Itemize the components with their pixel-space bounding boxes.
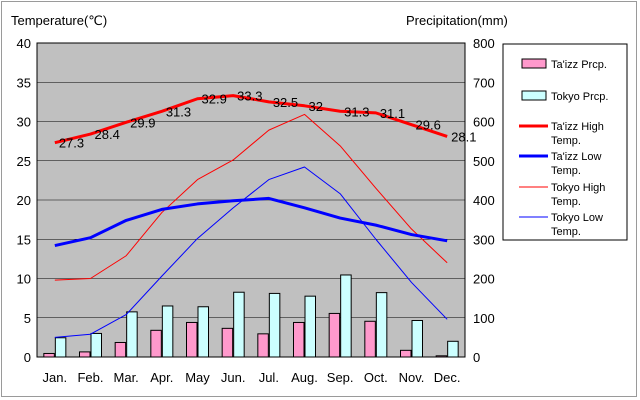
data-label: 31.1 xyxy=(380,106,405,121)
bar-taizz-prcp xyxy=(400,349,412,358)
data-label: 27.3 xyxy=(59,136,84,151)
x-tick-label: Nov. xyxy=(399,370,425,385)
bar-tokyo-prcp xyxy=(197,306,209,358)
bar-taizz-prcp xyxy=(364,320,376,358)
bar-tokyo-prcp xyxy=(233,291,245,358)
bar-tokyo-prcp xyxy=(304,295,316,358)
x-tick-label: Feb. xyxy=(77,370,103,385)
line-tokyo-low-temp xyxy=(54,166,448,338)
y-left-tick-label: 5 xyxy=(24,311,31,326)
x-tick-label: Jul. xyxy=(259,370,279,385)
bar-tokyo-prcp xyxy=(447,340,459,358)
y-axis-right-title: Precipitation(mm) xyxy=(406,13,508,28)
data-labels: 27.3 28.4 29.9 31.3 32.9 33.3 32.5 32 31.3 31.1 29… xyxy=(59,89,477,151)
bar-tokyo-prcp xyxy=(268,292,281,358)
y-left-tick-label: 40 xyxy=(17,36,31,51)
y-right-tick-label: 300 xyxy=(473,232,495,247)
bar-taizz-prcp xyxy=(114,341,127,358)
y-left-tick-label: 25 xyxy=(17,154,31,169)
axes: 0 0 5 100 10 200 15 300 20 400 25 500 30 600 35 700 40 80… xyxy=(17,36,495,385)
bar-taizz-prcp xyxy=(150,329,162,358)
y-right-tick-label: 700 xyxy=(473,75,495,90)
lines xyxy=(54,94,448,338)
x-tick-label: Sep. xyxy=(327,370,354,385)
x-tick-label: Jan. xyxy=(43,370,68,385)
bar-taizz-prcp xyxy=(79,351,91,358)
line-ta-izz-high-temp xyxy=(54,94,448,145)
bar-taizz-prcp xyxy=(293,321,305,358)
legend-label-ta-izz-prcp: Ta'izz Prcp. xyxy=(551,59,607,71)
bar-tokyo-prcp xyxy=(54,337,67,358)
x-tick-label: Oct. xyxy=(364,370,388,385)
bar-taizz-prcp xyxy=(43,352,55,358)
x-tick-label: May xyxy=(185,370,210,385)
y-right-tick-label: 200 xyxy=(473,272,495,287)
x-tick-label: Jun. xyxy=(221,370,246,385)
legend-label-tokyo-high-temp: Tokyo High Temp. xyxy=(551,182,605,208)
bar-tokyo-prcp xyxy=(411,319,423,358)
bar-taizz-prcp xyxy=(328,312,341,358)
y-right-tick-label: 500 xyxy=(473,154,495,169)
legend-label-tokyo-prcp: Tokyo Prcp. xyxy=(551,91,608,103)
data-label: 32.5 xyxy=(273,95,298,110)
legend-label-ta-izz-high-temp: Ta'izz High Temp. xyxy=(551,121,604,147)
y-right-tick-label: 100 xyxy=(473,311,495,326)
data-label: 28.1 xyxy=(451,129,476,144)
legend: Ta'izz Prcp. Tokyo Prcp. Ta'izz High Temp. T… xyxy=(502,43,628,241)
bar-taizz-prcp xyxy=(221,327,234,358)
x-tick-label: Aug. xyxy=(291,370,318,385)
legend-label-tokyo-low-temp: Tokyo Low Temp. xyxy=(551,212,603,238)
bar-tokyo-prcp xyxy=(161,305,174,358)
gridlines xyxy=(37,81,465,319)
y-right-tick-label: 0 xyxy=(473,350,480,365)
y-left-tick-label: 20 xyxy=(17,193,31,208)
data-label: 28.4 xyxy=(95,127,120,142)
legend-label-ta-izz-low-temp: Ta'izz Low Temp. xyxy=(551,151,601,177)
legend-box xyxy=(502,43,628,241)
x-tick-label: Mar. xyxy=(114,370,139,385)
bar-taizz-prcp xyxy=(435,355,448,358)
bars xyxy=(43,274,459,358)
y-right-tick-label: 400 xyxy=(473,193,495,208)
y-left-tick-label: 30 xyxy=(17,115,31,130)
data-label: 33.3 xyxy=(237,89,262,104)
data-label: 31.3 xyxy=(344,104,369,119)
bar-tokyo-prcp xyxy=(375,292,388,358)
x-tick-label: Apr. xyxy=(150,370,173,385)
bar-tokyo-prcp xyxy=(126,311,138,358)
x-tick-label: Dec. xyxy=(434,370,461,385)
data-label: 32.9 xyxy=(202,92,227,107)
y-left-tick-label: 0 xyxy=(24,350,31,365)
data-label: 32 xyxy=(309,99,323,114)
y-left-tick-label: 15 xyxy=(17,232,31,247)
data-label: 29.9 xyxy=(130,115,155,130)
y-right-tick-label: 800 xyxy=(473,36,495,51)
bar-tokyo-prcp xyxy=(340,274,352,358)
data-label: 29.6 xyxy=(416,118,441,133)
y-axis-left-title: Temperature(℃) xyxy=(11,13,107,28)
data-label: 31.3 xyxy=(166,104,191,119)
line-tokyo-high-temp xyxy=(54,113,448,281)
line-ta-izz-low-temp xyxy=(54,196,448,247)
bar-taizz-prcp xyxy=(186,321,198,358)
y-left-tick-label: 35 xyxy=(17,75,31,90)
legend-swatch-tokyo-prcp xyxy=(521,90,547,101)
y-left-tick-label: 10 xyxy=(17,272,31,287)
legend-swatch-ta-izz-prcp xyxy=(521,58,547,69)
bar-taizz-prcp xyxy=(257,333,269,358)
bar-tokyo-prcp xyxy=(90,332,102,358)
y-right-tick-label: 600 xyxy=(473,115,495,130)
